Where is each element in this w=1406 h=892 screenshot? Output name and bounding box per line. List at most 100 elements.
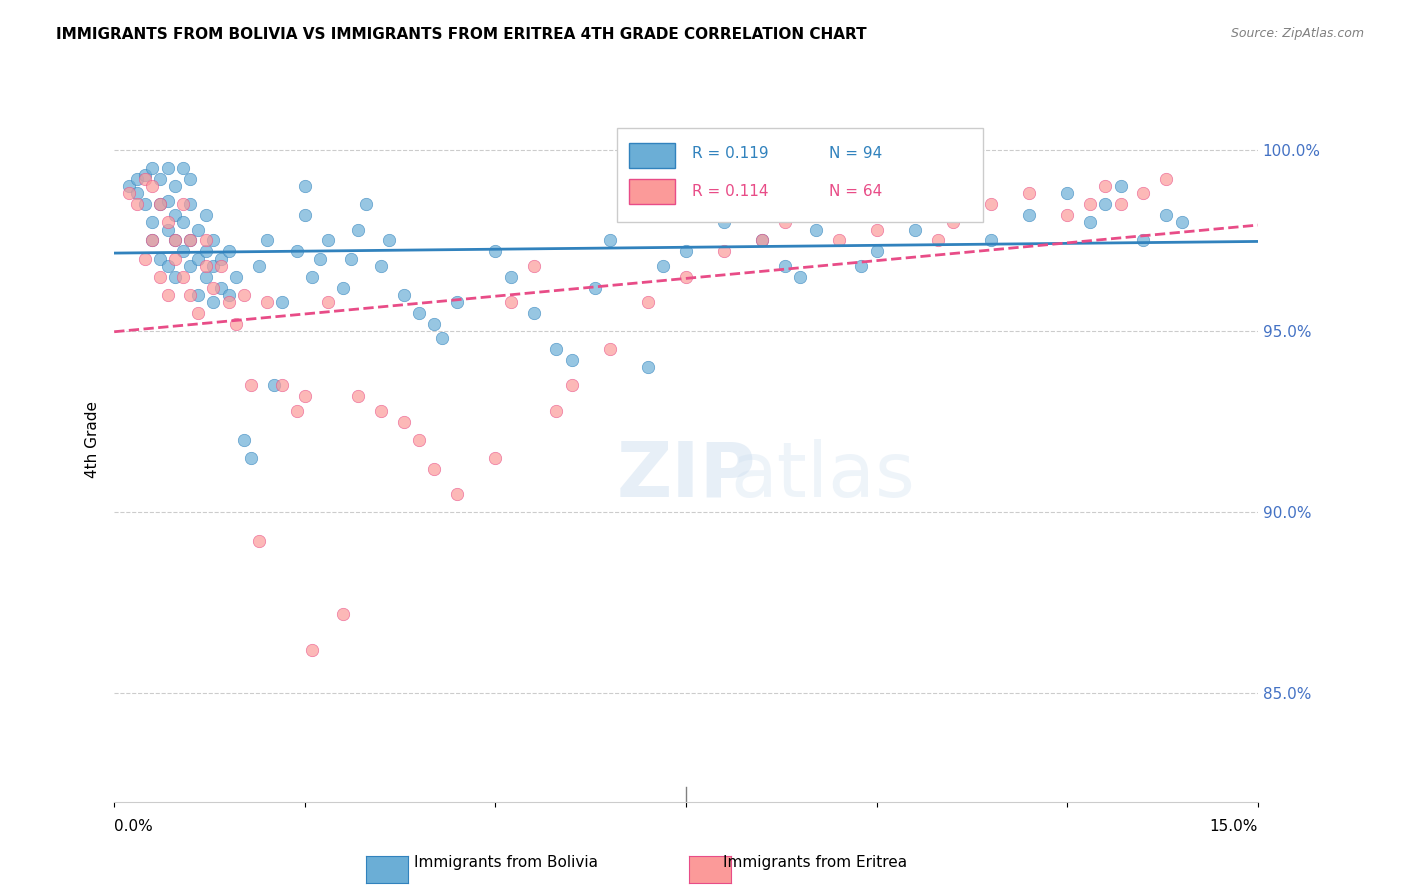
Text: Immigrants from Eritrea: Immigrants from Eritrea [724, 855, 907, 870]
Point [1094, 179, 1116, 194]
Point [1132, 234, 1154, 248]
Point [1132, 186, 1154, 201]
Point [637, 295, 659, 310]
FancyBboxPatch shape [628, 143, 675, 168]
Point [187, 222, 209, 236]
Point [285, 244, 308, 259]
Point [156, 222, 179, 236]
Point [285, 403, 308, 417]
Point [728, 179, 751, 194]
Point [294, 389, 316, 403]
Point [1094, 197, 1116, 211]
Point [865, 244, 887, 259]
Text: 15.0%: 15.0% [1209, 819, 1258, 834]
Point [232, 287, 254, 301]
Point [546, 342, 568, 356]
Point [172, 161, 194, 175]
Point [218, 295, 240, 310]
Point [218, 287, 240, 301]
Text: R = 0.119: R = 0.119 [692, 146, 768, 161]
Point [149, 172, 172, 186]
Point [942, 215, 965, 229]
Point [980, 197, 1002, 211]
Point [1018, 186, 1040, 201]
Point [1078, 215, 1101, 229]
Point [675, 269, 697, 284]
Point [408, 433, 430, 447]
Point [370, 259, 392, 273]
Point [522, 306, 544, 320]
Point [179, 259, 201, 273]
Point [827, 234, 849, 248]
Text: atlas: atlas [731, 439, 915, 513]
Point [165, 179, 187, 194]
Point [141, 161, 163, 175]
Point [599, 234, 621, 248]
Point [118, 179, 141, 194]
Point [165, 252, 187, 266]
Point [225, 317, 247, 331]
Text: IMMIGRANTS FROM BOLIVIA VS IMMIGRANTS FROM ERITREA 4TH GRADE CORRELATION CHART: IMMIGRANTS FROM BOLIVIA VS IMMIGRANTS FR… [56, 27, 868, 42]
Point [301, 642, 323, 657]
Point [256, 234, 278, 248]
Point [218, 244, 240, 259]
Point [904, 208, 927, 222]
Point [332, 280, 354, 294]
Point [377, 234, 399, 248]
Point [827, 197, 849, 211]
Point [179, 287, 201, 301]
Point [423, 317, 446, 331]
Point [1078, 197, 1101, 211]
Point [202, 295, 225, 310]
Point [194, 259, 217, 273]
Point [1156, 208, 1178, 222]
Point [247, 259, 270, 273]
Point [294, 208, 316, 222]
Text: 0.0%: 0.0% [114, 819, 153, 834]
Point [652, 259, 675, 273]
Point [599, 342, 621, 356]
Point [583, 280, 606, 294]
Point [141, 215, 163, 229]
Point [209, 259, 232, 273]
Point [301, 269, 323, 284]
Point [1056, 208, 1078, 222]
Point [332, 607, 354, 621]
Point [423, 461, 446, 475]
Point [637, 360, 659, 375]
Point [179, 234, 201, 248]
Point [209, 280, 232, 294]
Point [134, 168, 156, 182]
Point [484, 450, 506, 465]
Point [156, 194, 179, 208]
Point [927, 234, 949, 248]
Point [1170, 215, 1192, 229]
Point [697, 197, 720, 211]
Point [240, 378, 263, 392]
Point [370, 403, 392, 417]
Point [141, 234, 163, 248]
Y-axis label: 4th Grade: 4th Grade [86, 401, 100, 478]
Point [980, 234, 1002, 248]
Point [256, 295, 278, 310]
Point [561, 353, 583, 368]
Point [561, 378, 583, 392]
Point [156, 161, 179, 175]
Point [172, 269, 194, 284]
Point [165, 234, 187, 248]
Point [522, 259, 544, 273]
Point [1018, 208, 1040, 222]
Point [751, 234, 773, 248]
Point [187, 306, 209, 320]
Point [347, 222, 370, 236]
Point [149, 252, 172, 266]
Point [165, 234, 187, 248]
Point [1056, 186, 1078, 201]
Point [773, 215, 796, 229]
Point [202, 280, 225, 294]
Point [179, 172, 201, 186]
Point [263, 378, 285, 392]
Point [194, 234, 217, 248]
Text: N = 64: N = 64 [830, 185, 882, 200]
FancyBboxPatch shape [628, 179, 675, 204]
